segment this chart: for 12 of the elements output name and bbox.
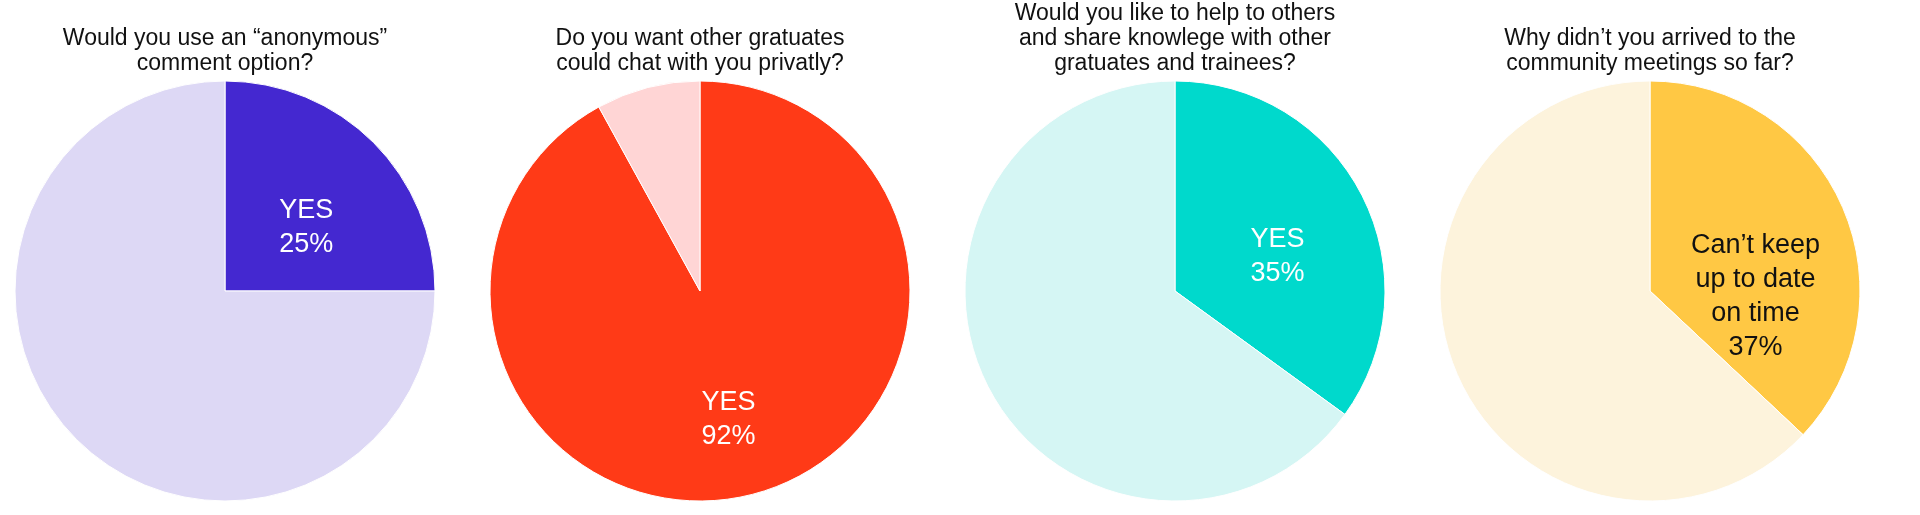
chart-title: Why didn’t you arrived to the community meetings so far? [1504, 24, 1796, 75]
chart-title: Would you use an “anonymous” comment option? [62, 24, 388, 75]
slice-label: YES [701, 386, 756, 417]
chart-title: Do you want other gratuates could chat with you privatly? [555, 24, 845, 75]
data-label: 25% [279, 227, 334, 258]
slice-label: YES [1250, 222, 1305, 253]
slice-label: YES [279, 193, 334, 224]
chart-title: Would you like to help to others and share knowlege with other gratuates and trainees? [1014, 0, 1336, 75]
slice-label: Can’t keep up to date on time [1690, 229, 1821, 328]
data-label: 35% [1250, 256, 1305, 287]
data-label: 37% [1728, 331, 1783, 362]
data-label: 92% [701, 420, 756, 451]
